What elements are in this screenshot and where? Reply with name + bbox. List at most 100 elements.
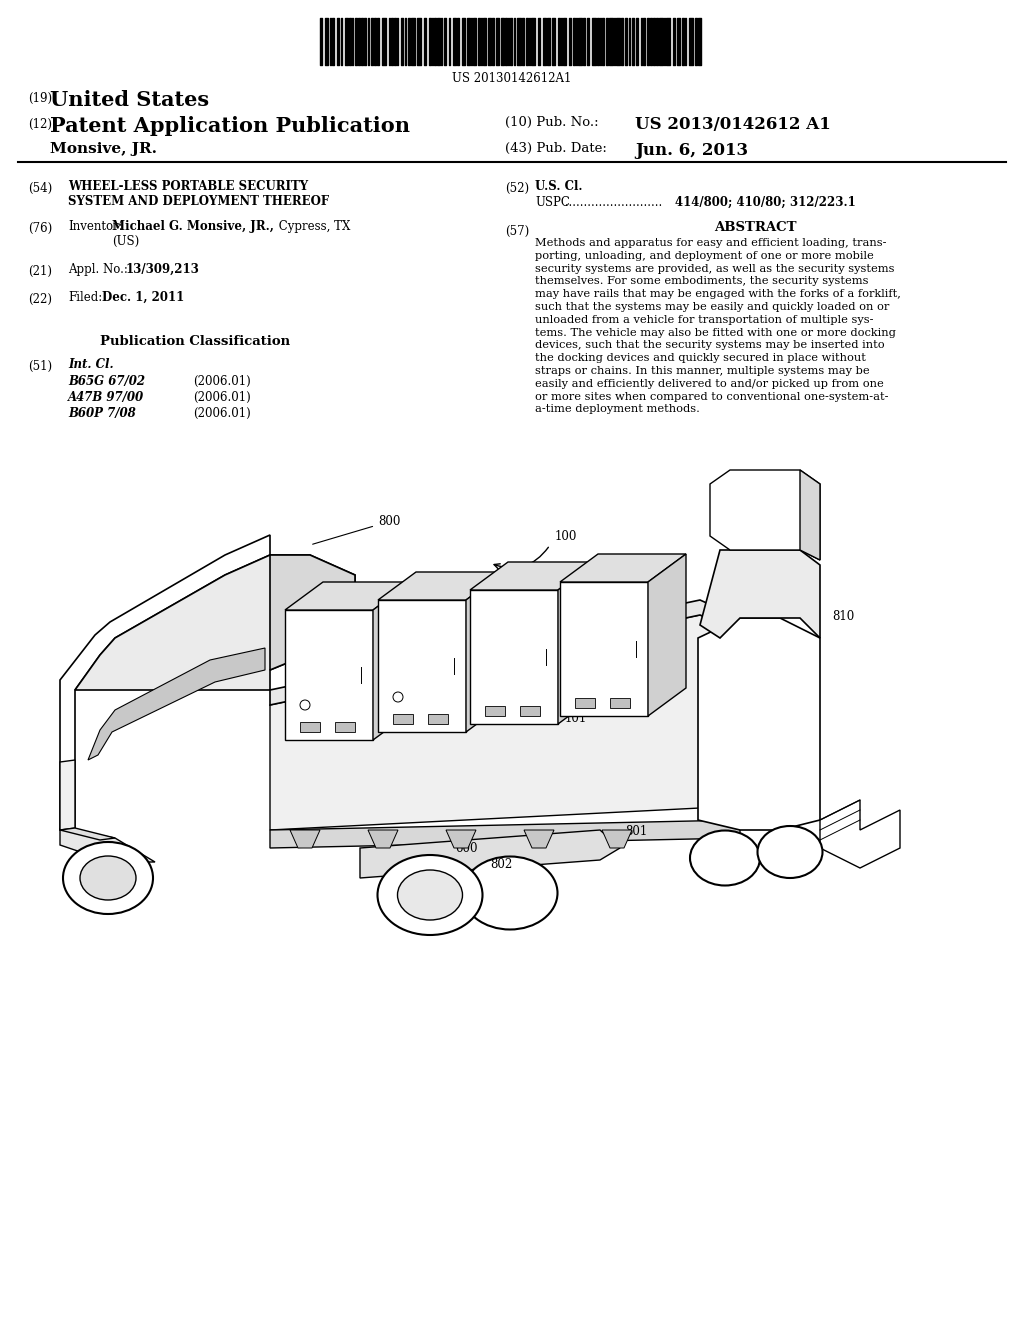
Text: (2006.01): (2006.01) [193,375,251,388]
Text: Inventor:: Inventor: [68,220,123,234]
Text: Patent Application Publication: Patent Application Publication [50,116,410,136]
Text: 802: 802 [490,858,512,871]
Text: (19): (19) [28,92,52,106]
Polygon shape [285,582,411,610]
Text: A47B 97/00: A47B 97/00 [68,391,144,404]
Text: (US): (US) [112,235,139,248]
Polygon shape [270,820,740,847]
Text: Methods and apparatus for easy and efficient loading, trans-: Methods and apparatus for easy and effic… [535,238,887,248]
Polygon shape [60,828,155,862]
Text: Appl. No.:: Appl. No.: [68,263,128,276]
Polygon shape [820,800,900,869]
Text: such that the systems may be easily and quickly loaded on or: such that the systems may be easily and … [535,302,890,312]
Text: (2006.01): (2006.01) [193,407,251,420]
Polygon shape [428,714,449,723]
Polygon shape [485,706,505,715]
Text: B65G 67/02: B65G 67/02 [68,375,145,388]
Text: 108: 108 [548,698,570,711]
Polygon shape [648,554,686,715]
Text: SYSTEM AND DEPLOYMENT THEREOF: SYSTEM AND DEPLOYMENT THEREOF [68,195,329,209]
Ellipse shape [397,870,463,920]
Text: security systems are provided, as well as the security systems: security systems are provided, as well a… [535,264,895,273]
Ellipse shape [463,857,557,929]
Polygon shape [470,562,596,590]
Text: ..........................: .......................... [561,195,666,209]
Polygon shape [378,572,504,601]
Text: 120: 120 [615,635,637,648]
Polygon shape [393,714,413,723]
Polygon shape [60,535,270,830]
Text: (10) Pub. No.:: (10) Pub. No.: [505,116,599,129]
Text: Michael G. Monsive, JR.,: Michael G. Monsive, JR., [112,220,273,234]
Polygon shape [285,610,373,741]
Polygon shape [270,554,355,671]
Text: (51): (51) [28,360,52,374]
Text: U.S. Cl.: U.S. Cl. [535,180,583,193]
Polygon shape [602,830,632,847]
Text: (54): (54) [28,182,52,195]
Text: 13/309,213: 13/309,213 [126,263,200,276]
Polygon shape [290,830,319,847]
Polygon shape [470,590,558,723]
Text: WHEEL-LESS PORTABLE SECURITY: WHEEL-LESS PORTABLE SECURITY [68,180,308,193]
Polygon shape [575,698,595,708]
Text: devices, such that the security systems may be inserted into: devices, such that the security systems … [535,341,885,350]
Ellipse shape [758,826,822,878]
Text: 800: 800 [312,515,400,544]
Text: easily and efficiently delivered to and/or picked up from one: easily and efficiently delivered to and/… [535,379,884,389]
Text: Int. Cl.: Int. Cl. [68,358,114,371]
Polygon shape [270,601,740,705]
Text: Dec. 1, 2011: Dec. 1, 2011 [102,290,184,304]
Text: (76): (76) [28,222,52,235]
Polygon shape [700,550,820,638]
Text: (57): (57) [505,224,529,238]
Text: Jun. 6, 2013: Jun. 6, 2013 [635,143,749,158]
Text: straps or chains. In this manner, multiple systems may be: straps or chains. In this manner, multip… [535,366,869,376]
Polygon shape [368,830,398,847]
Polygon shape [610,698,630,708]
Polygon shape [378,601,466,733]
Polygon shape [335,722,355,733]
Polygon shape [373,582,411,741]
Text: tems. The vehicle may also be fitted with one or more docking: tems. The vehicle may also be fitted wit… [535,327,896,338]
Polygon shape [360,830,620,878]
Text: the docking devices and quickly secured in place without: the docking devices and quickly secured … [535,354,866,363]
Text: 101: 101 [565,711,587,725]
Ellipse shape [63,842,153,913]
Ellipse shape [80,855,136,900]
Polygon shape [800,470,820,560]
Text: 810: 810 [831,610,854,623]
Text: 105: 105 [658,652,680,665]
Text: US 2013/0142612 A1: US 2013/0142612 A1 [635,116,830,133]
Polygon shape [446,830,476,847]
Text: unloaded from a vehicle for transportation of multiple sys-: unloaded from a vehicle for transportati… [535,314,873,325]
Text: 600: 600 [455,842,477,855]
Text: 106: 106 [660,605,682,618]
Text: a-time deployment methods.: a-time deployment methods. [535,404,699,414]
Text: Filed:: Filed: [68,290,102,304]
Polygon shape [60,760,75,830]
Text: porting, unloading, and deployment of one or more mobile: porting, unloading, and deployment of on… [535,251,873,261]
Text: Monsive, JR.: Monsive, JR. [50,143,157,156]
Text: (52): (52) [505,182,529,195]
Text: may have rails that may be engaged with the forks of a forklift,: may have rails that may be engaged with … [535,289,901,300]
Text: themselves. For some embodiments, the security systems: themselves. For some embodiments, the se… [535,276,868,286]
Text: Cypress, TX: Cypress, TX [275,220,350,234]
Polygon shape [524,830,554,847]
Text: (21): (21) [28,265,52,279]
Text: US 20130142612A1: US 20130142612A1 [453,73,571,84]
Polygon shape [698,618,820,830]
Polygon shape [88,648,265,760]
Polygon shape [60,828,115,840]
Polygon shape [560,554,686,582]
Polygon shape [300,722,319,733]
Text: 120: 120 [600,668,623,681]
Polygon shape [710,470,820,560]
Polygon shape [270,615,740,830]
Text: (22): (22) [28,293,52,306]
Polygon shape [560,582,648,715]
Text: United States: United States [50,90,209,110]
Polygon shape [75,554,355,690]
Text: (43) Pub. Date:: (43) Pub. Date: [505,143,607,154]
Text: 801: 801 [625,825,647,838]
